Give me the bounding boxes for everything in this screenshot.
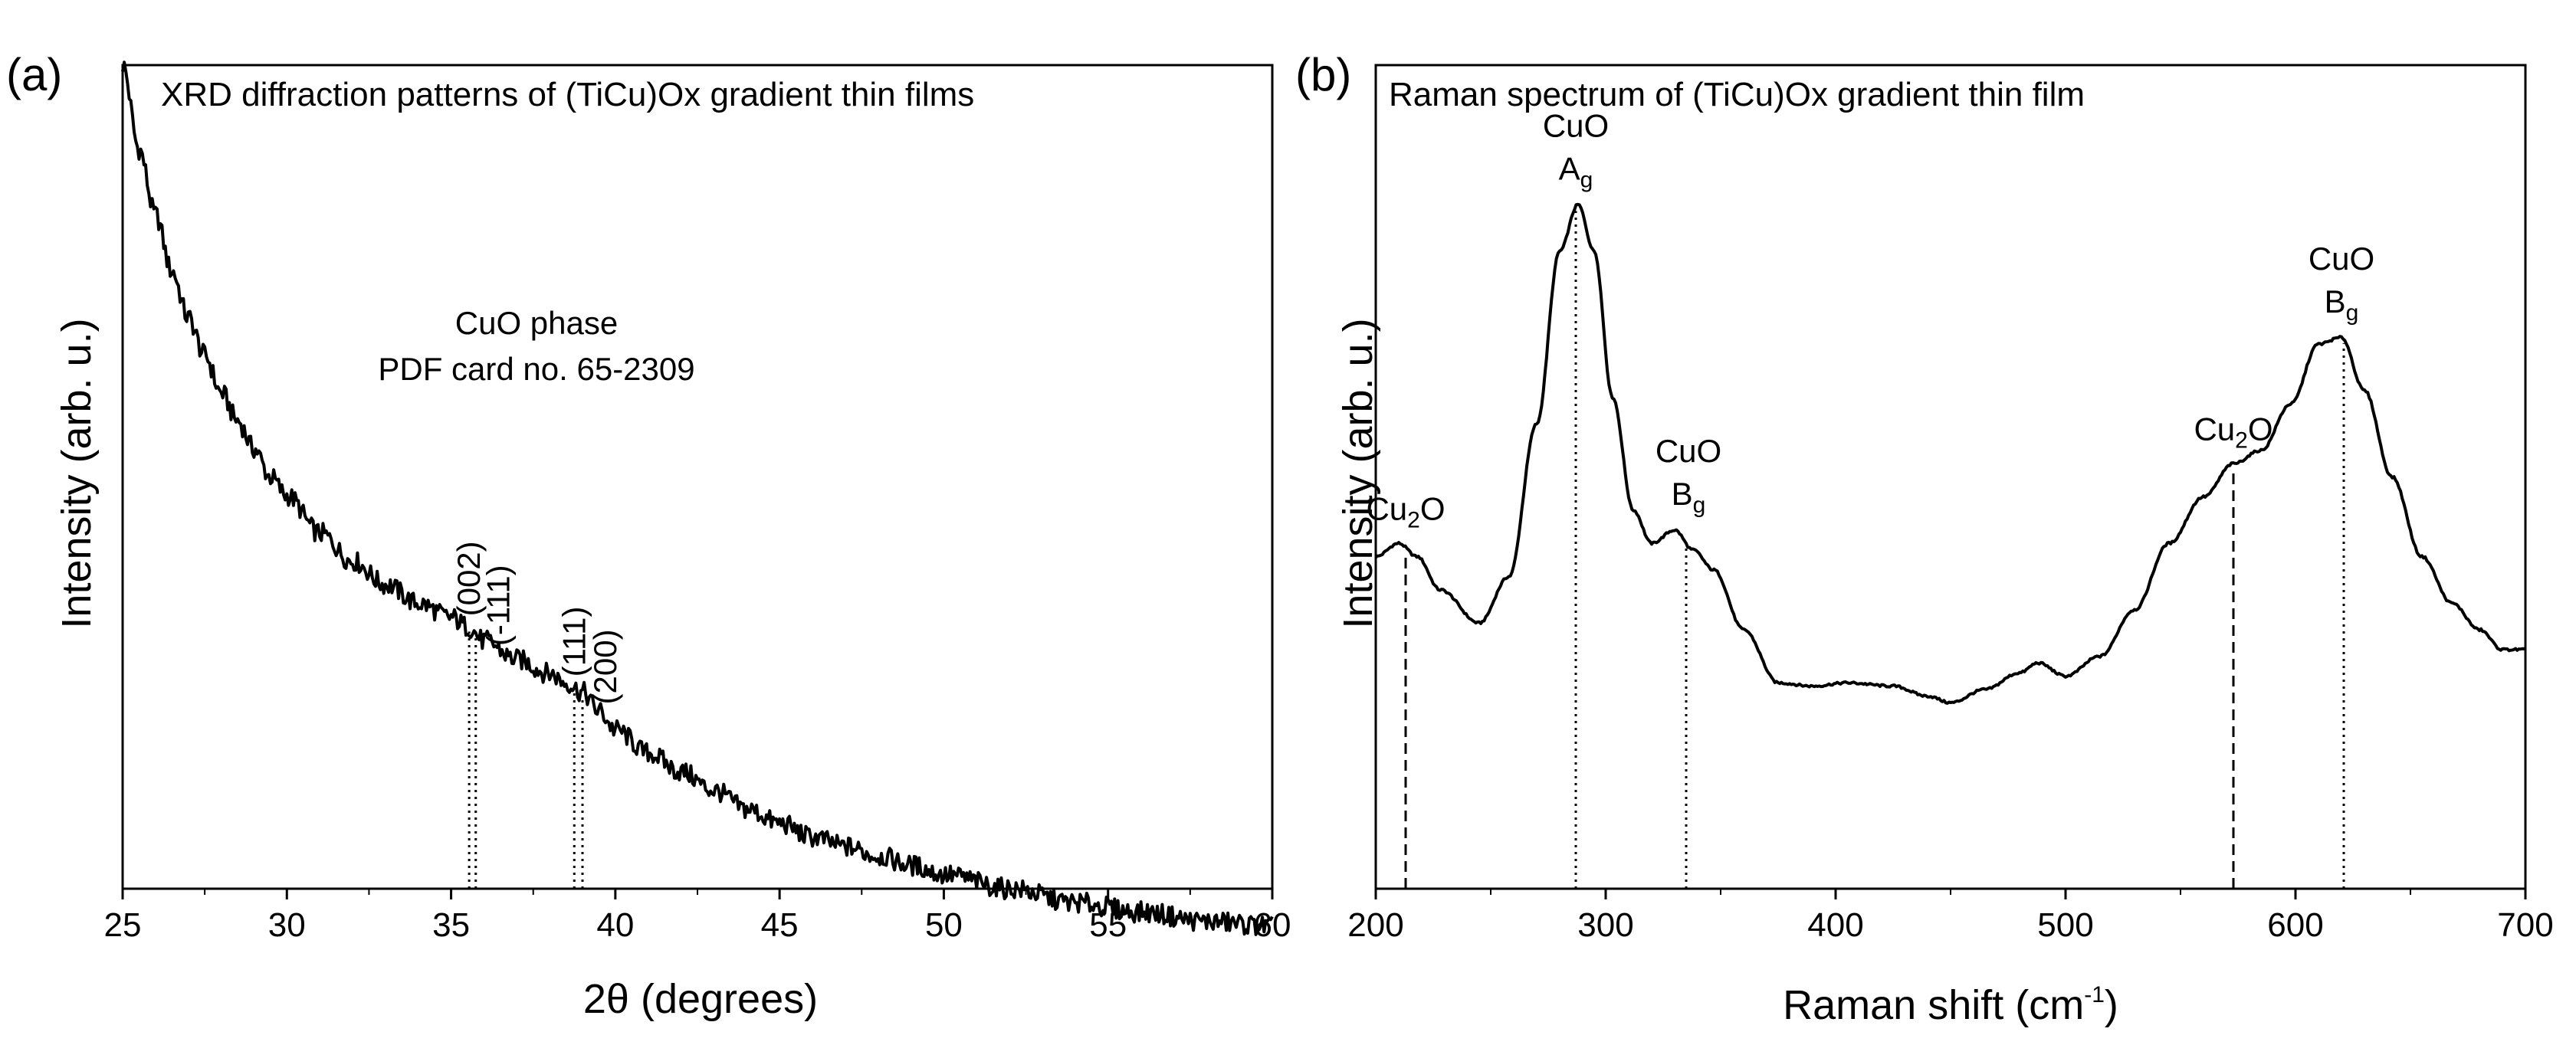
panel-b-frame [1374, 64, 2527, 890]
peak-compound: CuO [1543, 107, 1609, 143]
x-tick-label: 600 [2267, 906, 2323, 944]
panel-a-xrd: (a) XRD diffraction patterns of (TiCu)Ox… [6, 49, 1291, 1022]
miller-index-label: (111) [556, 607, 592, 677]
x-tick-label: 60 [1254, 906, 1291, 944]
panel-b-title: Raman spectrum of (TiCu)Ox gradient thin… [1389, 76, 2085, 113]
panel-b-raman-series [1374, 202, 2526, 705]
miller-index-label: (200) [587, 629, 623, 704]
peak-mode: Bg [2325, 283, 2359, 326]
x-tick-label: 400 [1807, 906, 1863, 944]
panel-a-frame [121, 64, 1274, 890]
panel-b-reference-lines [1404, 211, 2345, 889]
panel-b-x-ticks: 200 300 400 500 600 700 [1347, 889, 2554, 944]
x-tick-label: 30 [268, 906, 306, 944]
x-tick-label: 35 [432, 906, 470, 944]
panel-a-title: XRD diffraction patterns of (TiCu)Ox gra… [161, 76, 974, 113]
x-tick-label: 50 [925, 906, 963, 944]
peak-label: Cu2O [1366, 491, 1445, 533]
x-tick-label: 45 [761, 906, 799, 944]
peak-label: CuO Bg [2309, 241, 2374, 326]
annotation-pdf-card: PDF card no. 65-2309 [378, 351, 694, 387]
panel-a-annotation: CuO phase PDF card no. 65-2309 [378, 305, 694, 387]
peak-label: CuO Bg [1656, 433, 1721, 518]
peak-label: CuO Ag [1543, 107, 1609, 192]
x-tick-label: 25 [104, 906, 142, 944]
panel-b-raman: (b) Raman spectrum of (TiCu)Ox gradient … [1295, 49, 2554, 1028]
annotation-phase: CuO phase [455, 305, 618, 341]
x-tick-label: 700 [2497, 906, 2553, 944]
peak-mode: Ag [1559, 150, 1593, 192]
peak-compound: Cu2O [1366, 491, 1445, 533]
panel-b-label: (b) [1295, 49, 1351, 100]
panel-a-xlabel: 2θ (degrees) [583, 976, 818, 1022]
x-tick-label: 200 [1347, 906, 1403, 944]
x-tick-label: 40 [596, 906, 634, 944]
panel-b-ylabel: Intensity (arb. u.) [1335, 318, 1381, 628]
panel-a-ylabel: Intensity (arb. u.) [54, 318, 100, 628]
panel-a-xrd-series [121, 61, 1274, 936]
panel-a-x-ticks: 25 30 35 40 45 50 55 60 [104, 889, 1291, 944]
x-tick-label: 500 [2037, 906, 2093, 944]
x-tick-label: 300 [1577, 906, 1633, 944]
peak-compound: CuO [1656, 433, 1721, 469]
peak-mode: Bg [1672, 476, 1706, 518]
panel-a-reference-lines: (002)(-111) (111)(200) [451, 541, 623, 889]
peak-compound: CuO [2309, 241, 2374, 277]
panel-a-label: (a) [6, 49, 62, 100]
panel-b-peak-labels: Cu2O CuO Ag CuO Bg Cu2O CuO Bg [1366, 107, 2374, 532]
peak-label: Cu2O [2194, 411, 2272, 453]
miller-index-label: (002) [451, 541, 487, 616]
panel-b-xlabel: Raman shift (cm-1) [1783, 982, 2118, 1028]
peak-compound: Cu2O [2194, 411, 2272, 453]
